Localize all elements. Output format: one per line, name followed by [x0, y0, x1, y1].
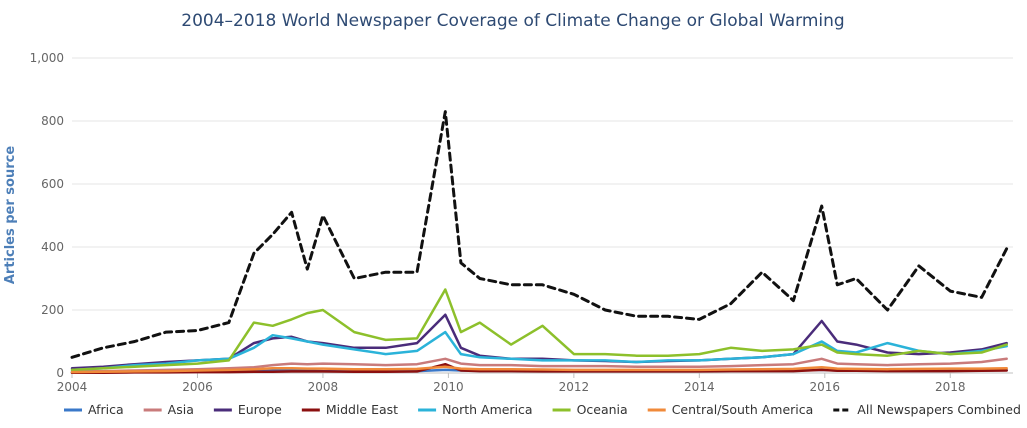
series-line-all-newspapers-combined [70, 110, 1009, 359]
legend-item-africa[interactable]: Africa [64, 402, 124, 417]
legend-label: North America [442, 402, 533, 417]
y-tick-label: 400 [41, 240, 64, 254]
x-tick-label: 2008 [308, 380, 339, 394]
legend[interactable]: Africa Asia Europe Middle East North America… [64, 402, 1021, 417]
x-tick-label: 2016 [810, 380, 841, 394]
x-tick-label: 2004 [57, 380, 88, 394]
y-tick-label: 0 [56, 366, 64, 380]
x-tick-label: 2010 [433, 380, 464, 394]
legend-item-middle-east[interactable]: Middle East [301, 402, 398, 417]
series-line-middle-east [70, 362, 1008, 374]
chart-title: 2004–2018 World Newspaper Coverage of Cl… [181, 11, 844, 31]
legend-item-all-newspapers-combined[interactable]: All Newspapers Combined [833, 402, 1021, 417]
legend-item-north-america[interactable]: North America [418, 402, 533, 417]
x-tick-label: 2012 [559, 380, 590, 394]
axes: 0 200 400 600 800 1,000 2004 2006 2008 2010 2012 20… [30, 51, 1013, 394]
series-line-asia [70, 357, 1008, 373]
x-tick-label: 2006 [182, 380, 213, 394]
legend-label: Africa [88, 402, 124, 417]
x-tick-label: 2018 [935, 380, 966, 394]
y-tick-label: 1,000 [30, 51, 64, 65]
legend-label: Middle East [326, 402, 398, 417]
legend-label: All Newspapers Combined [857, 402, 1021, 417]
x-tick-label: 2014 [684, 380, 715, 394]
series-line-central-south-america [70, 365, 1008, 374]
y-tick-label: 200 [41, 303, 64, 317]
legend-label: Central/South America [672, 402, 814, 417]
legend-item-europe[interactable]: Europe [213, 402, 282, 417]
series-line-north-america [70, 330, 1008, 372]
series-line-oceania [70, 288, 1008, 372]
y-axis-title: Articles per source [3, 146, 18, 284]
legend-item-asia[interactable]: Asia [143, 402, 194, 417]
y-tick-label: 800 [41, 114, 64, 128]
legend-item-central-south-america[interactable]: Central/South America [647, 402, 814, 417]
series-lines [70, 110, 1009, 374]
legend-label: Europe [238, 402, 282, 417]
legend-label: Oceania [577, 402, 628, 417]
y-tick-label: 600 [41, 177, 64, 191]
legend-label: Asia [168, 402, 194, 417]
legend-item-oceania[interactable]: Oceania [552, 402, 628, 417]
